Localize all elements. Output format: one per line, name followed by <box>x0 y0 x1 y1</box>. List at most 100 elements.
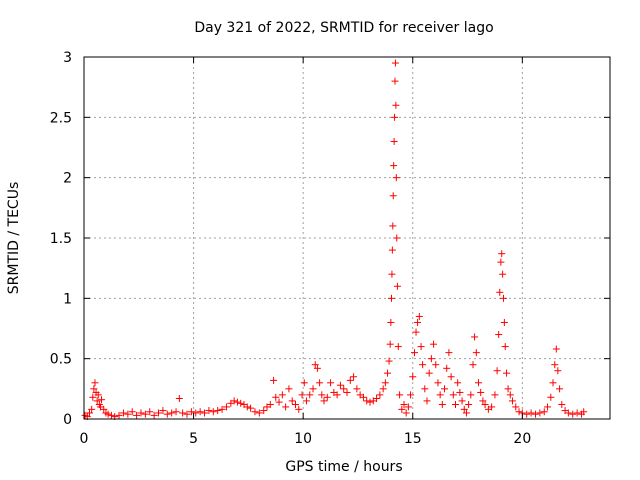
data-point <box>346 376 354 384</box>
data-point <box>392 101 400 109</box>
data-point <box>434 379 442 387</box>
data-point <box>481 401 489 409</box>
data-point <box>389 222 397 230</box>
data-point <box>496 288 504 296</box>
data-point <box>506 391 514 399</box>
data-point <box>146 408 154 416</box>
data-point <box>218 405 226 413</box>
data-point <box>302 397 310 405</box>
data-point <box>508 397 516 405</box>
data-point <box>93 397 101 405</box>
data-point <box>503 369 511 377</box>
data-point <box>499 294 507 302</box>
data-point <box>247 404 255 412</box>
data-point <box>407 391 415 399</box>
data-point <box>551 361 559 369</box>
data-point <box>479 397 487 405</box>
data-point <box>222 403 230 411</box>
data-point <box>501 343 509 351</box>
data-point <box>547 393 555 401</box>
data-point <box>141 410 149 418</box>
data-point <box>540 408 548 416</box>
data-point <box>285 385 293 393</box>
data-point <box>412 328 420 336</box>
data-point <box>183 410 191 418</box>
data-point <box>320 397 328 405</box>
data-point <box>205 407 213 415</box>
data-point <box>340 385 348 393</box>
data-point <box>353 385 361 393</box>
data-point <box>313 364 321 372</box>
data-point <box>472 349 480 357</box>
data-point <box>493 367 501 375</box>
data-point <box>515 408 523 416</box>
data-point <box>91 379 99 387</box>
data-point <box>359 393 367 401</box>
y-tick-label: 1.5 <box>50 231 72 247</box>
data-point <box>385 357 393 365</box>
data-point <box>311 361 319 369</box>
data-point <box>309 385 317 393</box>
data-point <box>443 364 451 372</box>
data-point <box>391 113 399 121</box>
data-point <box>419 361 427 369</box>
data-point <box>390 162 398 170</box>
data-point <box>467 391 475 399</box>
data-point <box>580 408 588 416</box>
data-point <box>350 373 358 381</box>
data-point <box>445 349 453 357</box>
data-point <box>558 401 566 409</box>
data-point <box>388 246 396 254</box>
data-point <box>104 410 112 418</box>
y-tick-label: 0 <box>63 412 72 428</box>
x-axis-label: GPS time / hours <box>285 459 402 475</box>
data-point <box>400 401 408 409</box>
data-point <box>233 398 241 406</box>
data-point <box>298 391 306 399</box>
data-point <box>512 403 520 411</box>
data-point <box>456 388 464 396</box>
data-point <box>396 391 404 399</box>
data-point <box>391 77 399 85</box>
y-axis-label: SRMTID / TECUs <box>6 182 22 295</box>
data-point <box>323 393 331 401</box>
data-point <box>295 405 303 413</box>
data-point <box>436 391 444 399</box>
data-point <box>451 401 459 409</box>
data-point <box>498 250 506 258</box>
data-point <box>155 409 163 417</box>
data-point <box>491 391 499 399</box>
data-point <box>392 174 400 182</box>
data-point <box>316 379 324 387</box>
x-tick-label: 15 <box>404 431 422 447</box>
data-point <box>175 394 183 402</box>
data-point <box>209 408 217 416</box>
data-point <box>458 397 466 405</box>
data-point <box>389 192 397 200</box>
data-point <box>430 340 438 348</box>
data-point <box>415 312 423 320</box>
data-point <box>432 361 440 369</box>
data-point <box>100 405 108 413</box>
data-point <box>549 379 557 387</box>
data-point <box>379 385 387 393</box>
data-point <box>554 367 562 375</box>
data-point <box>495 331 503 339</box>
data-point <box>192 409 200 417</box>
y-tick-label: 2 <box>63 171 72 187</box>
data-point <box>393 282 401 290</box>
data-point <box>107 411 115 419</box>
data-points <box>81 59 588 421</box>
data-point <box>318 391 326 399</box>
data-point <box>163 410 171 418</box>
data-point <box>251 408 259 416</box>
data-point <box>477 388 485 396</box>
data-point <box>124 410 132 418</box>
data-point <box>291 401 299 409</box>
data-point <box>460 405 468 413</box>
data-point <box>85 409 93 417</box>
data-point <box>465 401 473 409</box>
data-point <box>159 407 167 415</box>
axis-ticks: 0 5 10 15 20 0 0.5 1 1.5 2 2.5 3 <box>50 50 610 447</box>
data-point <box>391 59 399 67</box>
